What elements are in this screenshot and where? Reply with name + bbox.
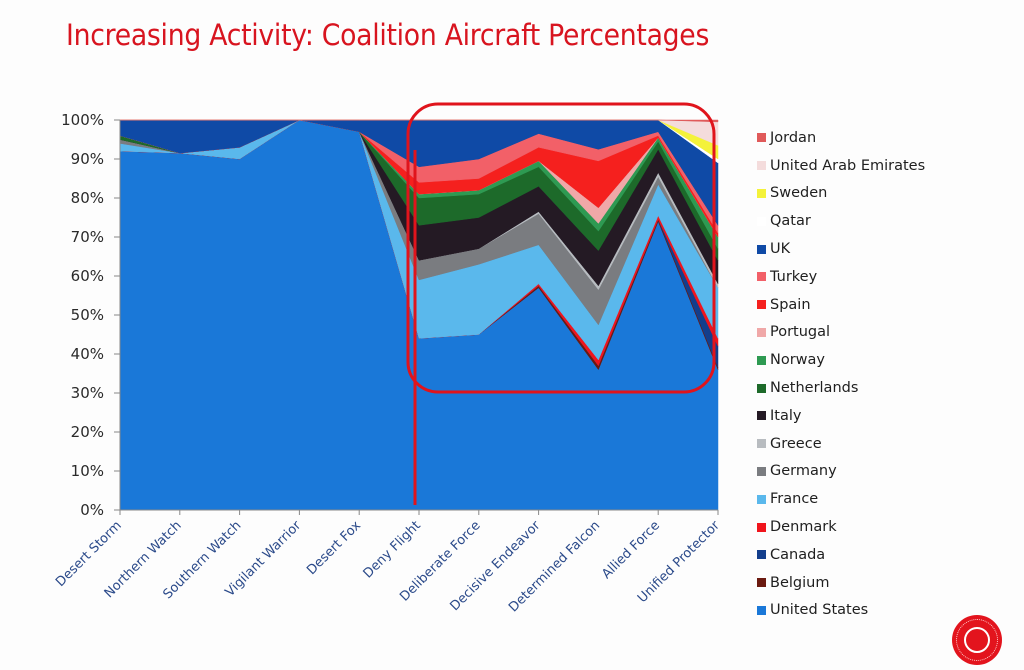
legend-label: Denmark <box>770 519 837 536</box>
legend-item-denmark: Denmark <box>757 513 925 541</box>
x-tick-label: Allied Force <box>599 518 663 582</box>
annotations <box>406 102 716 505</box>
x-tick-label: Deny Flight <box>361 518 424 581</box>
legend-item-spain: Spain <box>757 291 925 319</box>
y-tick-label: 90% <box>71 150 104 168</box>
legend-swatch <box>757 411 766 421</box>
y-tick-label: 30% <box>71 384 104 402</box>
legend-item-united-arab-emirates: United Arab Emirates <box>757 152 925 180</box>
legend-label: Belgium <box>770 574 830 591</box>
legend-swatch <box>757 300 766 310</box>
legend-item-united-states: United States <box>757 597 925 625</box>
legend-label: France <box>770 491 819 508</box>
legend-item-qatar: Qatar <box>757 207 925 235</box>
y-tick-label: 0% <box>80 501 104 519</box>
legend-label: Spain <box>770 296 811 313</box>
y-axis: 0% 10% 20% 30% 40% 50% 60% 70% 80% 90% 100% <box>61 111 121 519</box>
y-tick-label: 40% <box>71 345 104 363</box>
y-tick-label: 20% <box>71 423 104 441</box>
legend-item-portugal: Portugal <box>757 319 925 347</box>
legend: Jordan United Arab Emirates Sweden Qatar UK T… <box>757 124 925 624</box>
y-tick-label: 60% <box>71 267 104 285</box>
legend-swatch <box>757 216 766 226</box>
plot-area <box>119 119 719 511</box>
legend-item-greece: Greece <box>757 430 925 458</box>
seal-ring <box>956 619 998 661</box>
legend-swatch <box>757 494 766 504</box>
legend-label: Sweden <box>770 185 828 202</box>
area-jordan <box>120 119 719 123</box>
legend-label: Canada <box>770 546 826 563</box>
y-tick-label: 100% <box>61 111 104 129</box>
legend-item-italy: Italy <box>757 402 925 430</box>
seal-logo <box>952 615 1002 665</box>
legend-item-turkey: Turkey <box>757 263 925 291</box>
legend-swatch <box>757 466 766 476</box>
y-tick-label: 10% <box>71 462 104 480</box>
legend-label: Greece <box>770 435 822 452</box>
legend-label: United States <box>770 602 869 619</box>
legend-swatch <box>757 161 766 171</box>
legend-label: Jordan <box>770 129 817 146</box>
legend-label: Norway <box>770 352 826 369</box>
legend-swatch <box>757 355 766 365</box>
y-tick-label: 70% <box>71 228 104 246</box>
legend-label: Qatar <box>770 213 811 230</box>
legend-swatch <box>757 550 766 560</box>
legend-swatch <box>757 244 766 254</box>
legend-swatch <box>757 605 766 615</box>
legend-item-canada: Canada <box>757 541 925 569</box>
legend-swatch <box>757 522 766 532</box>
legend-item-uk: UK <box>757 235 925 263</box>
legend-swatch <box>757 188 766 198</box>
legend-label: United Arab Emirates <box>770 157 926 174</box>
legend-label: Netherlands <box>770 380 859 397</box>
legend-swatch <box>757 133 766 143</box>
legend-item-sweden: Sweden <box>757 180 925 208</box>
legend-swatch <box>757 327 766 337</box>
y-tick-label: 50% <box>71 306 104 324</box>
legend-label: UK <box>770 241 791 258</box>
globe-icon <box>964 627 990 653</box>
legend-swatch <box>757 439 766 449</box>
x-tick-label: Desert Fox <box>304 518 364 578</box>
legend-label: Portugal <box>770 324 831 341</box>
legend-item-belgium: Belgium <box>757 569 925 597</box>
y-tick-label: 80% <box>71 189 104 207</box>
legend-label: Germany <box>770 463 837 480</box>
legend-item-jordan: Jordan <box>757 124 925 152</box>
legend-swatch <box>757 272 766 282</box>
legend-swatch <box>757 383 766 393</box>
legend-label: Italy <box>770 407 802 424</box>
legend-item-netherlands: Netherlands <box>757 374 925 402</box>
legend-label: Turkey <box>770 268 818 285</box>
legend-item-france: France <box>757 485 925 513</box>
chart-title: Increasing Activity: Coalition Aircraft … <box>66 18 710 52</box>
legend-item-germany: Germany <box>757 458 925 486</box>
legend-item-norway: Norway <box>757 346 925 374</box>
highlight-box <box>406 102 716 394</box>
legend-swatch <box>757 578 766 588</box>
